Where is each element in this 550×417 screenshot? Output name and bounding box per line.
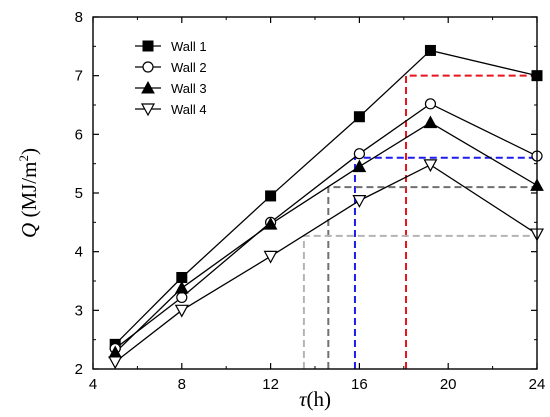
legend-marker [142,61,154,73]
y-tick-label: 6 [75,126,83,143]
y-tick-label: 4 [75,244,83,261]
x-tick-label: 16 [351,376,368,393]
data-point [174,280,189,294]
data-point [423,159,438,173]
y-tick-label: 8 [75,9,83,26]
data-point [424,98,437,110]
x-tick-label: 4 [89,376,97,393]
data-point [353,148,365,160]
data-point [174,304,189,318]
x-axis-title: τ(h) [299,387,331,411]
y-axis-unit: (MJ/m [17,162,41,218]
data-point [263,217,278,230]
reference-line-1 [405,74,537,369]
data-point [108,356,123,370]
x-tick-label: 8 [178,376,186,393]
series-line-1 [114,49,538,345]
reference-line-4 [302,234,537,369]
legend-marker [142,40,154,52]
ticks: 4 8 12 16 20 24 2 3 4 5 6 7 8 [75,9,546,393]
x-tick-label: 20 [440,376,457,393]
data-point [352,159,367,173]
legend-label: Wall 1 [171,39,207,54]
plot-frame [92,16,538,370]
legend: Wall 1 Wall 2 Wall 3 Wall 4 [135,39,207,117]
y-tick-label: 7 [75,68,83,85]
data-point [353,111,365,123]
legend-marker [141,80,155,94]
legend-label: Wall 3 [171,81,207,96]
x-axis-symbol: τ [299,387,308,411]
x-axis-unit: (h) [307,387,332,411]
y-tick-label: 3 [75,302,83,319]
y-tick-label: 5 [75,185,83,202]
reference-lines [302,74,537,369]
y-axis-symbol: Q [17,218,41,238]
data-point [176,271,188,283]
series-line-3 [114,121,538,354]
y-axis-title: Q (MJ/m2) [16,148,41,238]
y-axis-unit-superscript: 2 [16,155,31,162]
data-point [265,190,277,202]
data-point [423,115,438,129]
axes [92,16,538,370]
y-tick-label: 2 [75,361,83,378]
x-tick-label: 24 [529,376,546,393]
legend-marker [140,103,156,117]
y-axis-unit-close: ) [17,148,41,155]
x-tick-label: 12 [262,376,279,393]
series-line-2 [114,103,538,349]
data-point [352,195,367,208]
legend-label: Wall 4 [171,102,207,117]
legend-label: Wall 2 [171,60,207,75]
data-point [424,44,436,56]
series-line-4 [114,164,538,363]
data-point [176,291,188,304]
series-lines [114,49,538,363]
data-point [263,250,278,264]
